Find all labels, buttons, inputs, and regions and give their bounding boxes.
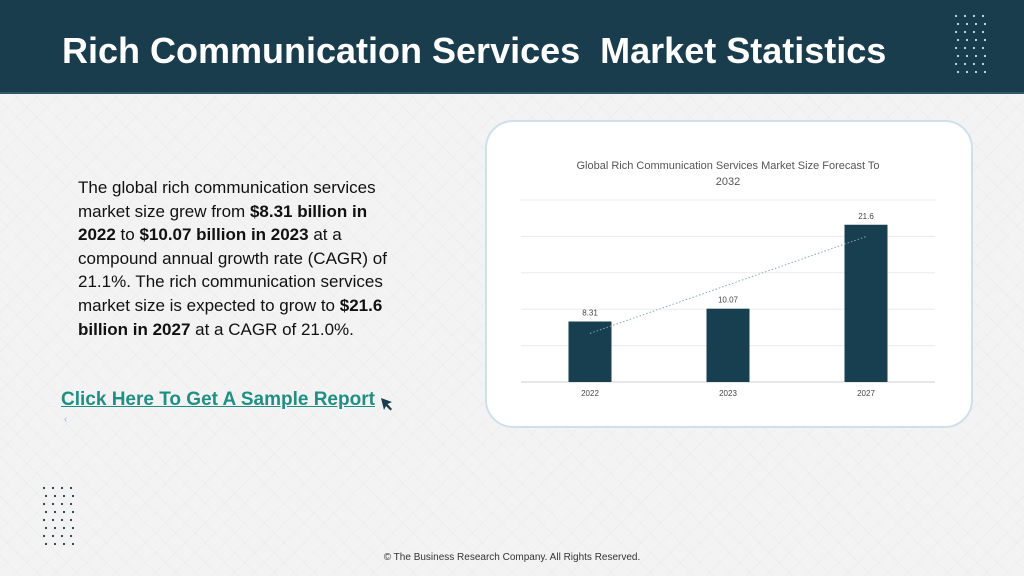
decorative-dot: [963, 62, 967, 66]
decorative-dot: [44, 494, 48, 498]
decorative-dot: [62, 494, 66, 498]
cursor-arrow-icon: [381, 398, 392, 411]
decorative-dot: [51, 502, 55, 506]
decorative-dot: [981, 46, 985, 50]
decorative-dot: [69, 518, 73, 522]
decorative-dot: [974, 54, 978, 58]
decorative-dot: [956, 22, 960, 26]
decorative-dot: [71, 510, 75, 514]
decorative-dot: [51, 486, 55, 490]
decorative-dot: [69, 486, 73, 490]
decorative-dot: [60, 486, 64, 490]
decorative-dots-bottom: [42, 486, 75, 546]
x-tick-label-2023: 2023: [719, 389, 737, 398]
decorative-dot: [983, 70, 987, 74]
decorative-dot: [965, 54, 969, 58]
decorative-dot: [71, 494, 75, 498]
decorative-dot: [963, 46, 967, 50]
decorative-dot: [60, 502, 64, 506]
data-label-2022: 8.31: [582, 309, 598, 318]
bar-2023: [706, 308, 750, 382]
x-tick-label-2027: 2027: [857, 389, 875, 398]
decorative-dot: [965, 38, 969, 42]
decorative-dot: [972, 30, 976, 34]
decorative-dot: [983, 54, 987, 58]
decorative-dot: [51, 518, 55, 522]
decorative-dot: [954, 30, 958, 34]
decorative-dot: [51, 534, 55, 538]
decorative-dot: [69, 534, 73, 538]
copyright-footer: © The Business Research Company. All Rig…: [383, 552, 641, 563]
decorative-dot: [53, 526, 57, 530]
decorative-dot: [974, 70, 978, 74]
summary-highlight-2027: $21.6 billion in 2027: [78, 295, 383, 339]
decorative-dot: [983, 22, 987, 26]
summary-highlight-2022: $8.31 billion in 2022: [78, 201, 368, 245]
decorative-dot: [60, 534, 64, 538]
summary-part-3: at a compound annual growth rate (CAGR) …: [78, 225, 387, 315]
decorative-dot: [71, 542, 75, 546]
decorative-dot: [53, 542, 57, 546]
decorative-dot: [69, 502, 73, 506]
header-banner: Rich Communication Services Market Stati…: [0, 0, 1024, 94]
decorative-dot: [972, 62, 976, 66]
decorative-dot: [963, 14, 967, 18]
bar-2027: [844, 224, 888, 382]
decorative-dot: [62, 526, 66, 530]
decorative-dot: [44, 526, 48, 530]
decorative-dot: [981, 14, 985, 18]
decorative-dot: [954, 62, 958, 66]
data-label-2027: 21.6: [858, 212, 874, 221]
page-title: Rich Communication Services Market Stati…: [62, 30, 887, 71]
x-tick-label-2022: 2022: [581, 389, 599, 398]
decorative-dot: [956, 38, 960, 42]
summary-highlight-2023: $10.07 billion in 2023: [139, 225, 309, 245]
decorative-dot: [62, 542, 66, 546]
decorative-dot: [965, 22, 969, 26]
decorative-mark-icon: ‹: [64, 414, 68, 425]
decorative-dot: [974, 38, 978, 42]
decorative-dot: [42, 534, 46, 538]
decorative-dot: [53, 494, 57, 498]
decorative-dot: [954, 46, 958, 50]
data-label-2023: 10.07: [718, 296, 739, 305]
decorative-dot: [963, 30, 967, 34]
summary-part-4: at a CAGR of 21.0%.: [190, 319, 354, 339]
decorative-dot: [42, 486, 46, 490]
decorative-dot: [956, 70, 960, 74]
decorative-dot: [965, 70, 969, 74]
decorative-dot: [71, 526, 75, 530]
decorative-dot: [981, 62, 985, 66]
decorative-dot: [42, 502, 46, 506]
bar-2022: [568, 321, 612, 382]
decorative-dot: [956, 54, 960, 58]
decorative-dot: [44, 542, 48, 546]
decorative-dot: [972, 14, 976, 18]
decorative-dot: [972, 46, 976, 50]
chart-title-line-2: 2032: [716, 176, 740, 188]
bar-chart: Global Rich Communication Services Marke…: [521, 160, 935, 398]
chart-card: Global Rich Communication Services Marke…: [485, 120, 973, 428]
decorative-dot: [62, 510, 66, 514]
chart-title-line-1: Global Rich Communication Services Marke…: [576, 160, 879, 172]
decorative-dot: [983, 38, 987, 42]
decorative-dot: [954, 14, 958, 18]
market-summary-text: The global rich communication services m…: [78, 176, 398, 341]
decorative-dot: [44, 510, 48, 514]
sample-report-link[interactable]: Click Here To Get A Sample Report: [61, 389, 375, 410]
decorative-dot: [42, 518, 46, 522]
decorative-dots-top: [954, 14, 987, 74]
decorative-dot: [974, 22, 978, 26]
summary-part-1: The global rich communication services m…: [78, 178, 376, 221]
summary-part-2: to: [115, 225, 140, 245]
decorative-dot: [60, 518, 64, 522]
decorative-dot: [981, 30, 985, 34]
decorative-dot: [53, 510, 57, 514]
